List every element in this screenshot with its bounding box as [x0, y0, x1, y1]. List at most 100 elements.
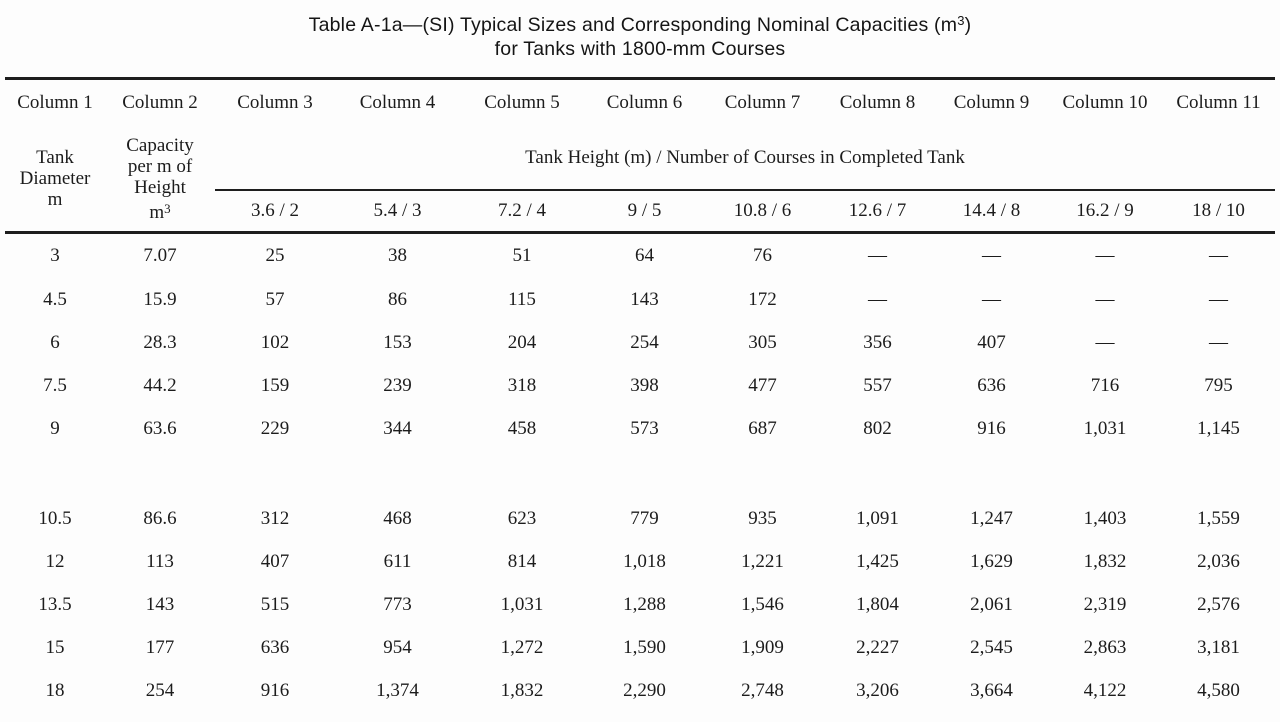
- table-cell: 86.6: [143, 508, 177, 529]
- table-cell: 15.9: [143, 289, 177, 310]
- table-cell: 687: [748, 418, 777, 439]
- table-row: 3 7.07 25 38 51 64 76 — — — —: [5, 233, 1275, 279]
- height-courses-subheader: 7.2 / 4: [460, 189, 584, 234]
- title-text: Table A-1a—(SI) Typical Sizes and Corres…: [308, 14, 958, 36]
- table-row: 9 63.6 229 344 458 573 687 802 916 1,031…: [5, 408, 1275, 451]
- table-cell: 57: [265, 289, 285, 310]
- table-cell: 1,832: [500, 680, 544, 701]
- table-cell: 344: [383, 418, 412, 439]
- table-cell: 954: [383, 637, 412, 658]
- table-title-line1: Table A-1a—(SI) Typical Sizes and Corres…: [0, 9, 1280, 37]
- column-header: Column 4: [335, 77, 460, 127]
- table-cell: 2,863: [1083, 637, 1127, 658]
- table-cell: 935: [748, 508, 777, 529]
- table-cell: 458: [507, 418, 537, 439]
- table-cell: 1,145: [1197, 418, 1240, 439]
- table-cell: 1,403: [1083, 508, 1127, 529]
- table-cell: 1,559: [1197, 508, 1240, 529]
- table-cell: 318: [507, 375, 537, 396]
- table-cell: 18: [45, 680, 65, 701]
- stub1-line: Tank: [36, 147, 74, 169]
- unit-base: m: [149, 201, 165, 223]
- height-courses-subheader: 3.6 / 2: [215, 189, 335, 234]
- table-cell: 51: [512, 245, 532, 267]
- table-cell: 2,545: [970, 637, 1013, 658]
- table-cell: 3,206: [856, 680, 899, 701]
- column-header: Column 7: [705, 77, 820, 127]
- title-superscript: 3: [957, 13, 965, 28]
- column-header: Column 5: [460, 77, 584, 127]
- tank-diameter-header: Tank Diameter m: [5, 126, 105, 234]
- stub2-unit: m3: [105, 198, 215, 223]
- table-cell: 802: [863, 418, 892, 439]
- table-cell: 2,576: [1197, 594, 1240, 615]
- table-cell: 1,804: [856, 594, 899, 615]
- table-cell: —: [982, 245, 1001, 267]
- column-header: Column 11: [1162, 77, 1275, 127]
- table-cell: —: [1209, 289, 1228, 310]
- table-cell: 2,061: [970, 594, 1013, 615]
- table-cell: 44.2: [143, 375, 177, 396]
- column-number-row: Column 1 Column 2 Column 3 Column 4 Colu…: [5, 77, 1275, 127]
- title-text-close: ): [964, 14, 972, 36]
- table-cell: 3,181: [1197, 637, 1240, 658]
- table-row: 13.5 143 515 773 1,031 1,288 1,546 1,804…: [5, 584, 1275, 627]
- table-cell: 1,425: [856, 551, 899, 572]
- column-header: Column 2: [105, 77, 215, 127]
- table-cell: 3,664: [970, 680, 1013, 701]
- table-cell: —: [1209, 332, 1228, 353]
- table-cell: 15: [45, 637, 65, 658]
- table-cell: —: [1095, 245, 1115, 267]
- table-cell: 1,288: [623, 594, 666, 615]
- table-cell: 407: [260, 551, 290, 572]
- column-header: Column 6: [584, 77, 705, 127]
- table-row: 18 254 916 1,374 1,832 2,290 2,748 3,206…: [5, 670, 1275, 713]
- height-courses-subheader: 12.6 / 7: [820, 189, 935, 234]
- capacity-table: Column 1 Column 2 Column 3 Column 4 Colu…: [5, 77, 1275, 713]
- table-cell: 1,091: [856, 508, 899, 529]
- column-header: Column 3: [215, 77, 335, 127]
- height-courses-subheader: 9 / 5: [584, 189, 705, 234]
- table-cell: 143: [630, 289, 659, 310]
- table-cell: 9: [50, 418, 60, 439]
- table-cell: 4,122: [1083, 680, 1127, 701]
- table-cell: 916: [260, 680, 290, 701]
- table-cell: 28.3: [143, 332, 177, 353]
- table-cell: —: [1095, 289, 1115, 310]
- stub2-line: Height: [134, 176, 186, 198]
- table-cell: 7.07: [143, 245, 177, 267]
- table-cell: 1,590: [623, 637, 666, 658]
- table-cell: 477: [748, 375, 777, 396]
- table-cell: 716: [1090, 375, 1120, 396]
- table-cell: 2,036: [1197, 551, 1240, 572]
- table-cell: 4.5: [43, 289, 67, 310]
- table-title: Table A-1a—(SI) Typical Sizes and Corres…: [0, 0, 1280, 61]
- table-cell: 229: [260, 418, 290, 439]
- table-cell: 2,748: [741, 680, 784, 701]
- table-cell: 398: [630, 375, 659, 396]
- stub2-line: Capacity: [126, 134, 194, 156]
- table-cell: 312: [260, 508, 290, 529]
- table-cell: 1,832: [1083, 551, 1127, 572]
- table-cell: 2,290: [623, 680, 666, 701]
- capacity-per-m-header: Capacity per m of Height m3: [105, 126, 215, 234]
- table-cell: 115: [508, 289, 536, 310]
- table-cell: 4,580: [1197, 680, 1240, 701]
- stub1-line: Diameter: [19, 168, 91, 190]
- table-cell: 2,227: [856, 637, 899, 658]
- table-cell: 515: [260, 594, 290, 615]
- table-cell: —: [868, 289, 887, 310]
- table-cell: 1,374: [376, 680, 419, 701]
- table-cell: 814: [507, 551, 537, 572]
- table-cell: —: [1209, 245, 1228, 267]
- table-row: 6 28.3 102 153 204 254 305 356 407 — —: [5, 322, 1275, 365]
- table-cell: 1,031: [1083, 418, 1127, 439]
- table-cell: 76: [753, 245, 772, 267]
- table-cell: 13.5: [38, 594, 72, 615]
- height-courses-subheader: 16.2 / 9: [1048, 189, 1162, 234]
- table-cell: 6: [50, 332, 60, 353]
- height-courses-subheader: 14.4 / 8: [935, 189, 1048, 234]
- table-cell: 636: [260, 637, 290, 658]
- column-header: Column 9: [935, 77, 1048, 127]
